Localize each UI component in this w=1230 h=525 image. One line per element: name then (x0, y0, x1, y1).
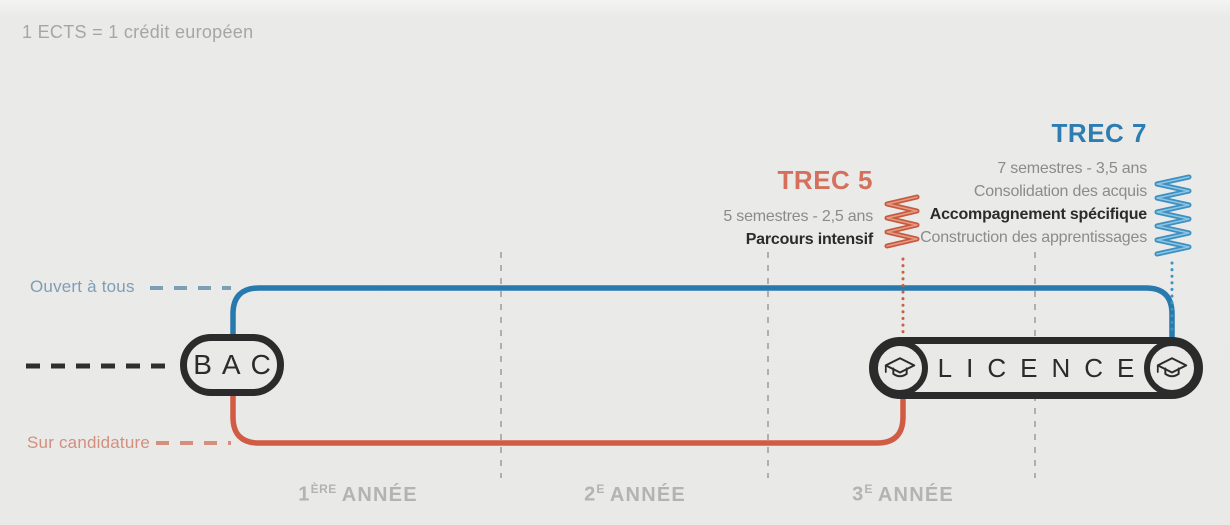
trec7-coil-icon (1154, 174, 1192, 257)
graduation-cap-badge-right (1144, 340, 1200, 396)
year-label-3: 3E ANNÉE (783, 482, 1023, 507)
year-ordinal-suffix: E (596, 482, 605, 496)
year-word: ANNÉE (609, 483, 686, 506)
year-label-1: 1ÈRE ANNÉE (238, 482, 478, 507)
application-entry-label: Sur candidature (27, 433, 151, 452)
year-word: ANNÉE (877, 483, 954, 506)
trec5-duration: 5 semestres - 2,5 ans (723, 208, 873, 225)
trec7-highlight: Accompagnement spécifique (929, 206, 1147, 223)
ects-note: 1 ECTS = 1 crédit européen (22, 22, 254, 42)
year-ordinal-suffix: ÈRE (310, 482, 337, 496)
trec7-duration: 7 semestres - 3,5 ans (997, 160, 1147, 177)
year-word: ANNÉE (341, 483, 418, 506)
graduation-cap-badge-left (872, 340, 928, 396)
graduation-cap-icon (1156, 356, 1188, 377)
open-entry-label: Ouvert à tous (30, 277, 135, 296)
trec7-info-block: TREC 7 7 semestres - 3,5 ans Consolidati… (920, 119, 1147, 249)
bac-node: BAC (180, 334, 284, 396)
graduation-cap-icon (884, 356, 916, 377)
trec7-line1: Consolidation des acquis (973, 183, 1147, 200)
trec5-orange-path (230, 395, 906, 446)
trec7-line2: Construction des apprentissages (920, 229, 1147, 246)
bac-node-label: BAC (193, 349, 281, 380)
year-label-2: 2E ANNÉE (515, 482, 755, 507)
licence-node-label: LICENCE (937, 352, 1149, 383)
year-ordinal-suffix: E (864, 482, 873, 496)
trec7-title: TREC 7 (1051, 118, 1147, 148)
trec5-highlight: Parcours intensif (745, 231, 874, 248)
licence-node: LICENCE (869, 337, 1203, 399)
year-number: 1 (298, 483, 311, 506)
trec5-coil-icon (884, 194, 920, 249)
trec5-title: TREC 5 (777, 165, 873, 195)
trec7-blue-path (230, 285, 1175, 340)
trec5-info-block: TREC 5 5 semestres - 2,5 ans Parcours in… (723, 166, 873, 251)
year-number: 3 (852, 483, 865, 506)
year-number: 2 (584, 483, 597, 506)
